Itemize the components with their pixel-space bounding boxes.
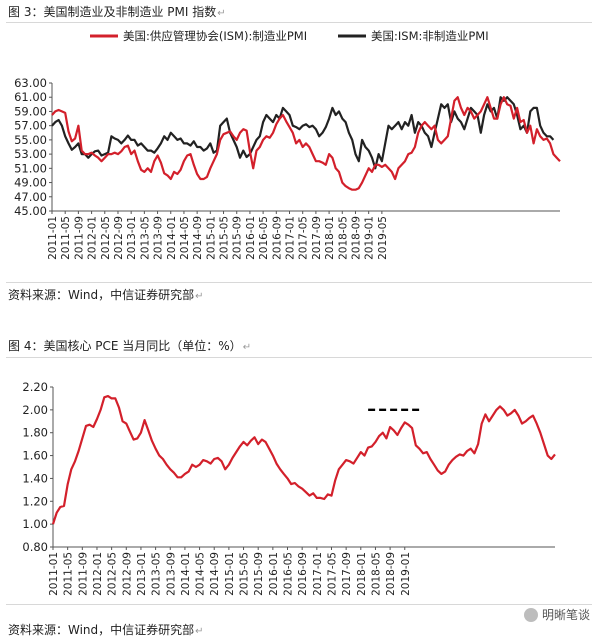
return-mark-icon: ↵ (217, 8, 226, 19)
legend-item: 美国:ISM:非制造业PMI (338, 29, 489, 43)
x-tick-label: 2011-09 (77, 552, 89, 596)
series-line (51, 96, 555, 170)
figure4-source: 资料来源：Wind，中信证券研究部↵ (8, 622, 204, 640)
y-tick-label: 63.00 (14, 76, 47, 90)
figure3-source: 资料来源：Wind，中信证券研究部↵ (8, 287, 204, 305)
y-tick-label: 55.00 (14, 133, 47, 147)
x-tick-label: 2013-05 (139, 216, 151, 260)
y-tick-label: 61.00 (14, 90, 47, 104)
x-tick-label: 2019-01 (400, 552, 412, 596)
x-tick-label: 2017-09 (341, 552, 353, 596)
divider (6, 282, 592, 283)
legend-label: 美国:供应管理协会(ISM):制造业PMI (123, 29, 307, 43)
watermark: 明晰笔谈 (523, 606, 590, 623)
x-tick-label: 2013-09 (153, 216, 165, 260)
x-tick-label: 2016-01 (268, 552, 280, 596)
x-tick-label: 2017-09 (311, 216, 323, 260)
x-tick-label: 2015-05 (219, 216, 231, 260)
x-tick-label: 2013-09 (165, 552, 177, 596)
x-tick-label: 2011-01 (48, 552, 60, 596)
x-tick-label: 2012-01 (87, 216, 99, 260)
y-tick-label: 53.00 (14, 147, 47, 161)
y-tick-label: 49.00 (14, 176, 47, 190)
x-tick-label: 2014-09 (192, 216, 204, 260)
x-tick-label: 2011-01 (47, 216, 59, 260)
x-tick-label: 2013-05 (151, 552, 163, 596)
figure3-title: 图 3：美国制造业及非制造业 PMI 指数 (8, 5, 217, 19)
legend-item: 美国:供应管理协会(ISM):制造业PMI (90, 29, 307, 43)
y-tick-label: 1.20 (22, 494, 48, 508)
figure3-caption: 图 3：美国制造业及非制造业 PMI 指数↵ (8, 4, 226, 22)
x-tick-label: 2018-01 (324, 216, 336, 260)
pmi-chart: 63.0061.0059.0057.0055.0053.0051.0049.00… (14, 29, 561, 260)
y-tick-label: 1.00 (22, 517, 48, 531)
x-tick-label: 2014-05 (195, 552, 207, 596)
x-tick-label: 2017-05 (298, 216, 310, 260)
x-tick-label: 2012-09 (121, 552, 133, 596)
x-tick-label: 2019-05 (377, 216, 389, 260)
series-line (51, 394, 556, 525)
y-tick-label: 45.00 (14, 204, 47, 218)
divider (6, 22, 592, 23)
y-tick-label: 1.80 (22, 426, 48, 440)
x-tick-label: 2016-09 (271, 216, 283, 260)
x-tick-label: 2013-01 (136, 552, 148, 596)
x-tick-label: 2011-05 (60, 216, 72, 260)
return-mark-icon: ↵ (242, 342, 252, 353)
x-tick-label: 2017-01 (285, 216, 297, 260)
figure4-source-text: 资料来源：Wind，中信证券研究部 (8, 623, 195, 637)
x-tick-label: 2015-05 (239, 552, 251, 596)
x-tick-label: 2012-05 (107, 552, 119, 596)
x-tick-label: 2018-09 (350, 216, 362, 260)
y-tick-label: 0.80 (22, 540, 48, 554)
watermark-text: 明晰笔谈 (541, 608, 590, 622)
x-tick-label: 2012-01 (92, 552, 104, 596)
x-tick-label: 2015-01 (205, 216, 217, 260)
y-tick-label: 59.00 (14, 104, 47, 118)
x-tick-label: 2018-05 (370, 552, 382, 596)
x-tick-label: 2011-09 (73, 216, 85, 260)
x-tick-label: 2014-05 (179, 216, 191, 260)
return-mark-icon: ↵ (195, 291, 204, 302)
divider (6, 604, 592, 605)
y-tick-label: 2.00 (22, 403, 48, 417)
x-tick-label: 2016-05 (283, 552, 295, 596)
x-tick-label: 2013-01 (126, 216, 138, 260)
x-tick-label: 2015-09 (253, 552, 265, 596)
figure3-source-text: 资料来源：Wind，中信证券研究部 (8, 288, 195, 302)
x-tick-label: 2016-01 (245, 216, 257, 260)
x-tick-label: 2016-05 (258, 216, 270, 260)
return-mark-icon: ↵ (195, 626, 204, 637)
x-tick-label: 2012-05 (100, 216, 112, 260)
x-tick-label: 2019-01 (364, 216, 376, 260)
figure4-title: 图 4：美国核心 PCE 当月同比（单位：%） (8, 339, 242, 353)
figure4-caption: 图 4：美国核心 PCE 当月同比（单位：%）↵ (8, 338, 251, 356)
x-tick-label: 2014-01 (180, 552, 192, 596)
x-tick-label: 2012-09 (113, 216, 125, 260)
x-tick-label: 2015-01 (224, 552, 236, 596)
divider (6, 357, 592, 358)
y-tick-label: 57.00 (14, 119, 47, 133)
y-tick-label: 1.40 (22, 471, 48, 485)
x-tick-label: 2018-01 (356, 552, 368, 596)
x-tick-label: 2016-09 (297, 552, 309, 596)
x-tick-label: 2017-05 (326, 552, 338, 596)
x-tick-label: 2015-09 (232, 216, 244, 260)
x-tick-label: 2018-09 (385, 552, 397, 596)
series-line (51, 96, 561, 191)
y-tick-label: 47.00 (14, 190, 47, 204)
x-tick-label: 2011-05 (63, 552, 75, 596)
y-tick-label: 51.00 (14, 161, 47, 175)
wechat-logo-icon (523, 608, 538, 622)
x-tick-label: 2014-01 (166, 216, 178, 260)
x-tick-label: 2018-05 (337, 216, 349, 260)
x-tick-label: 2017-01 (312, 552, 324, 596)
x-tick-label: 2014-09 (209, 552, 221, 596)
y-tick-label: 1.60 (22, 449, 48, 463)
legend: 美国:供应管理协会(ISM):制造业PMI 美国:ISM:非制造业PMI (90, 29, 489, 43)
legend-label: 美国:ISM:非制造业PMI (371, 29, 489, 43)
y-tick-label: 2.20 (22, 380, 48, 394)
